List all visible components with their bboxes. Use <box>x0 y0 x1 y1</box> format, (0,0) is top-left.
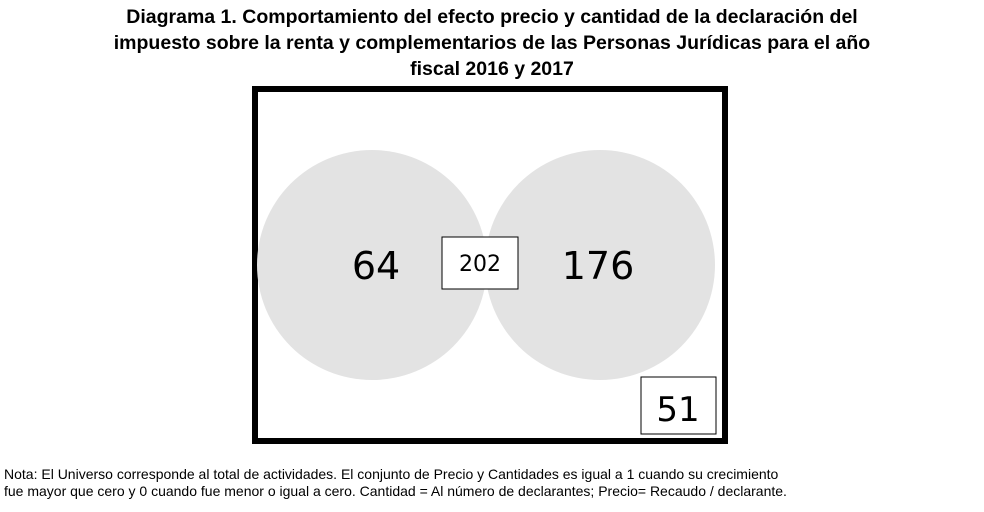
intersection-count: 202 <box>459 252 501 277</box>
diagram-title-line-2: impuesto sobre la renta y complementario… <box>113 32 871 54</box>
diagram-title: Diagrama 1. Comportamiento del efecto pr… <box>0 4 984 82</box>
price-set-circle <box>257 150 487 380</box>
diagram-note: Nota: El Universo corresponde al total d… <box>4 466 982 500</box>
quantity-set-circle <box>485 150 715 380</box>
diagram-title-line-3: fiscal 2016 y 2017 <box>410 58 574 80</box>
right-only-count: 176 <box>562 244 635 288</box>
intersection-label-box <box>441 236 519 290</box>
diagram-title-line-1: Diagrama 1. Comportamiento del efecto pr… <box>126 6 858 28</box>
outside-label-box <box>640 376 717 435</box>
left-only-count: 64 <box>352 244 400 288</box>
note-line-2: fue mayor que cero y 0 cuando fue menor … <box>4 483 787 499</box>
outside-count: 51 <box>656 390 699 430</box>
note-line-1: Nota: El Universo corresponde al total d… <box>4 466 779 482</box>
